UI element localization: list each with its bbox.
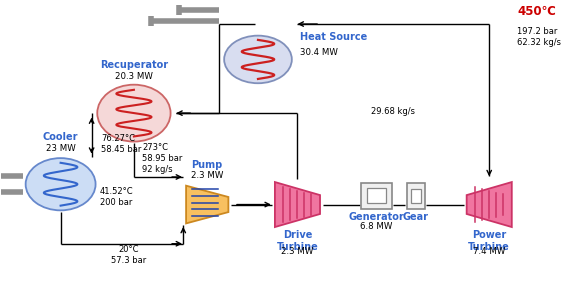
- Bar: [411, 189, 421, 203]
- Text: Generator: Generator: [348, 212, 405, 222]
- Text: Recuperator: Recuperator: [100, 60, 168, 70]
- Bar: [367, 188, 386, 203]
- Text: 273°C
58.95 bar
92 kg/s: 273°C 58.95 bar 92 kg/s: [142, 143, 183, 173]
- Polygon shape: [466, 182, 512, 227]
- Ellipse shape: [26, 158, 96, 210]
- Text: 2.3 MW: 2.3 MW: [191, 171, 223, 180]
- Text: 76.27°C
58.45 bar: 76.27°C 58.45 bar: [101, 134, 142, 154]
- Text: 7.4 MW: 7.4 MW: [473, 247, 505, 256]
- Text: 41.52°C
200 bar: 41.52°C 200 bar: [100, 187, 134, 207]
- Ellipse shape: [224, 36, 292, 83]
- Bar: [407, 183, 425, 209]
- Text: Cooler: Cooler: [43, 132, 79, 142]
- Text: 197.2 bar
62.32 kg/s: 197.2 bar 62.32 kg/s: [517, 27, 562, 47]
- Bar: [361, 183, 392, 209]
- Text: 20.3 MW: 20.3 MW: [115, 72, 153, 81]
- Text: Pump: Pump: [191, 160, 223, 170]
- Text: 6.8 MW: 6.8 MW: [360, 222, 393, 231]
- Text: Drive
Turbine: Drive Turbine: [277, 230, 319, 252]
- Polygon shape: [275, 182, 320, 227]
- Text: 20°C
57.3 bar: 20°C 57.3 bar: [111, 245, 146, 265]
- Text: Power
Turbine: Power Turbine: [468, 230, 510, 252]
- Text: 450℃: 450℃: [517, 5, 556, 18]
- Polygon shape: [186, 186, 229, 223]
- Text: 23 MW: 23 MW: [46, 144, 76, 153]
- Text: Gear: Gear: [403, 212, 429, 222]
- Text: 2.3 MW: 2.3 MW: [281, 247, 313, 256]
- Ellipse shape: [97, 85, 171, 142]
- Text: 29.68 kg/s: 29.68 kg/s: [371, 107, 415, 116]
- Text: Heat Source: Heat Source: [300, 32, 367, 42]
- Text: 30.4 MW: 30.4 MW: [300, 47, 338, 57]
